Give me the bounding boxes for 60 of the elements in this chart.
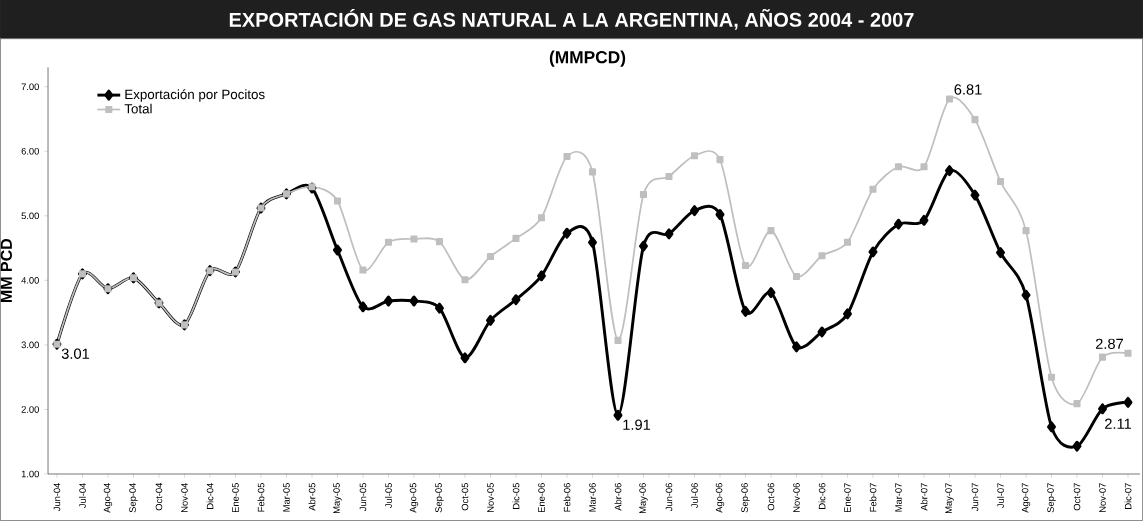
x-tick-label: Dic-05 <box>512 483 520 509</box>
x-tick-label: Feb-05 <box>257 483 265 512</box>
x-tick-label: Sep-04 <box>129 482 138 513</box>
x-tick-label: Dic-07 <box>1124 483 1132 509</box>
x-tick-label: Ene-05 <box>232 483 239 513</box>
x-tick-label: Mar-07 <box>895 483 902 512</box>
legend-label: Exportación por Pocitos <box>125 89 265 102</box>
x-tick-label: Abr-05 <box>308 483 316 511</box>
y-tick-label: 4.00 <box>21 277 39 284</box>
x-tick-label: Mar-06 <box>589 483 596 512</box>
x-tick-label: Oct-05 <box>461 483 469 511</box>
x-tick-label: Jun-06 <box>665 483 673 512</box>
y-tick-label: 1.00 <box>21 470 39 478</box>
x-tick-label: Abr-06 <box>614 483 622 511</box>
y-tick-label: 6.00 <box>21 147 39 155</box>
x-tick-label: Dic-06 <box>818 483 826 509</box>
x-tick-label: Sep-05 <box>435 483 444 513</box>
x-tick-label: Abr-07 <box>920 483 928 511</box>
y-tick-label: 7.00 <box>21 83 39 90</box>
y-tick-label: 3.00 <box>21 341 39 349</box>
x-tick-label: Jul-06 <box>691 483 698 508</box>
x-tick-label: Oct-04 <box>155 482 163 511</box>
y-axis-title: MM PCD <box>0 238 12 303</box>
x-tick-label: Sep-06 <box>741 483 750 513</box>
x-tick-label: Ago-05 <box>409 483 419 513</box>
x-tick-label: Jun-04 <box>53 482 61 512</box>
x-tick-label: Ago-06 <box>715 483 725 513</box>
x-tick-label: May-05 <box>333 483 342 514</box>
x-tick-label: Nov-05 <box>487 483 494 513</box>
x-tick-label: Nov-06 <box>793 483 800 513</box>
x-tick-label: Jun-07 <box>971 483 979 512</box>
data-label: 6.81 <box>954 84 982 95</box>
data-label: 1.91 <box>623 419 651 430</box>
x-tick-label: Ago-04 <box>103 482 113 513</box>
x-tick-label: Nov-04 <box>181 482 188 513</box>
data-label: 3.01 <box>61 348 90 359</box>
x-tick-label: Oct-07 <box>1073 483 1081 511</box>
x-tick-label: Feb-07 <box>869 483 877 512</box>
legend-label: Total <box>124 103 152 114</box>
x-tick-label: Jul-05 <box>385 483 392 508</box>
chart-title: EXPORTACIÓN DE GAS NATURAL A LA ARGENTINA, AÑOS 2004 - 2007 <box>229 8 914 30</box>
data-label: 2.11 <box>1105 418 1132 429</box>
x-tick-label: Jul-04 <box>79 482 86 508</box>
x-tick-label: Jul-07 <box>997 483 1004 508</box>
y-tick-label: 2.00 <box>21 406 39 413</box>
x-tick-label: Ago-07 <box>1021 483 1031 513</box>
x-tick-label: Feb-06 <box>563 483 571 512</box>
x-tick-label: Ene-07 <box>844 483 851 513</box>
data-label: 2.87 <box>1095 338 1124 350</box>
x-tick-label: Nov-07 <box>1099 483 1106 513</box>
x-tick-label: Ene-06 <box>538 483 545 513</box>
y-tick-label: 5.00 <box>21 212 39 220</box>
x-tick-label: Mar-05 <box>283 483 290 512</box>
chart-subtitle: (MMPCD) <box>549 50 626 67</box>
x-tick-label: May-06 <box>639 483 648 514</box>
x-tick-label: Dic-04 <box>206 482 214 509</box>
x-tick-label: Oct-06 <box>767 483 775 511</box>
x-tick-label: Jun-05 <box>359 483 367 512</box>
x-tick-label: Sep-07 <box>1047 483 1056 513</box>
x-tick-label: May-07 <box>945 483 954 514</box>
